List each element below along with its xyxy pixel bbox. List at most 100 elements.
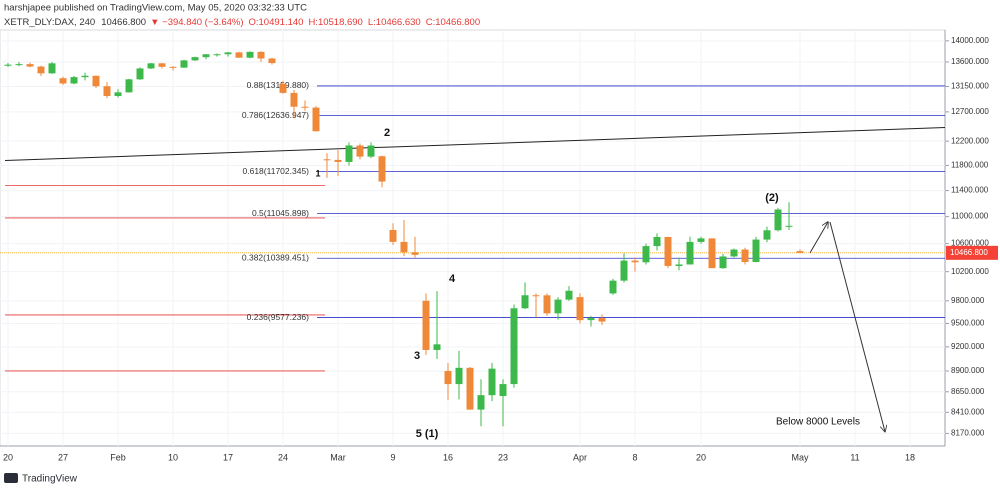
fib-label: 0.382(10389.451) bbox=[242, 252, 309, 262]
candle-body bbox=[587, 318, 595, 321]
candle-body bbox=[125, 79, 133, 93]
candle-body bbox=[796, 251, 804, 253]
x-tick-label: 8 bbox=[632, 452, 637, 462]
candle-body bbox=[488, 368, 496, 396]
ohlc-value: O:10491.140 bbox=[249, 17, 304, 28]
candle-body bbox=[15, 64, 23, 66]
candle-body bbox=[653, 236, 661, 247]
y-tick-label: 11000.000 bbox=[951, 212, 989, 221]
candle-body bbox=[444, 371, 452, 385]
candle-body bbox=[455, 367, 463, 385]
wave-annotation: 2 bbox=[384, 127, 390, 139]
candle-body bbox=[499, 384, 507, 397]
candle-body bbox=[235, 52, 243, 58]
fib-label: 0.786(12636.947) bbox=[242, 110, 309, 120]
candle-body bbox=[708, 238, 716, 269]
candle-body bbox=[202, 54, 210, 58]
wave-annotation: 4 bbox=[449, 273, 456, 285]
candle-body bbox=[213, 54, 221, 56]
candle-body bbox=[532, 295, 540, 297]
candle-body bbox=[268, 58, 276, 64]
publisher: harshjapee published on TradingView.com,… bbox=[4, 3, 307, 14]
candle-body bbox=[620, 260, 628, 281]
candle-body bbox=[774, 209, 782, 231]
candle-body bbox=[521, 295, 529, 309]
symbol: XETR_DLY:DAX, 240 bbox=[4, 17, 95, 28]
y-tick-label: 10600.000 bbox=[951, 239, 989, 248]
candle-body bbox=[730, 249, 738, 257]
candle-body bbox=[389, 229, 397, 242]
brand-logo bbox=[4, 473, 18, 483]
fib-label: 0.88(13159.880) bbox=[247, 80, 310, 90]
x-tick-label: May bbox=[791, 452, 809, 462]
x-tick-label: Apr bbox=[573, 452, 587, 462]
fib-label: 0.5(11045.898) bbox=[252, 208, 309, 218]
candle-body bbox=[664, 236, 672, 266]
candle-body bbox=[741, 249, 749, 263]
y-tick-label: 11800.000 bbox=[951, 161, 989, 170]
last-price-label: 10466.800 bbox=[950, 248, 988, 257]
x-tick-label: 17 bbox=[223, 452, 233, 462]
candle-body bbox=[631, 260, 639, 263]
candle-body bbox=[378, 156, 386, 182]
candle-body bbox=[180, 60, 188, 68]
fib-label: 0.618(11702.345) bbox=[243, 166, 310, 176]
candle-body bbox=[26, 64, 34, 67]
y-tick-label: 8650.000 bbox=[951, 387, 985, 396]
candle-body bbox=[136, 68, 144, 80]
trendline bbox=[4, 127, 946, 162]
x-tick-label: 20 bbox=[696, 452, 706, 462]
ohlc-value: H:10518.690 bbox=[308, 17, 362, 28]
y-tick-label: 13600.000 bbox=[951, 57, 989, 66]
candle-body bbox=[763, 230, 771, 240]
candle-body bbox=[422, 300, 430, 350]
fib-label: 0.236(9577.236) bbox=[247, 312, 310, 322]
y-tick-label: 8900.000 bbox=[951, 366, 985, 375]
y-tick-label: 12700.000 bbox=[951, 107, 989, 116]
candle-body bbox=[719, 256, 727, 269]
candle-body bbox=[554, 299, 562, 314]
y-tick-label: 9200.000 bbox=[951, 342, 985, 351]
candle-body bbox=[543, 295, 551, 314]
candle-body bbox=[356, 145, 364, 157]
candle-body bbox=[290, 92, 298, 107]
last-value: 10466.800 bbox=[101, 17, 146, 28]
x-tick-label: 18 bbox=[905, 452, 915, 462]
wave-annotation: Below 8000 Levels bbox=[776, 417, 860, 428]
candle-body bbox=[598, 318, 606, 322]
symbol-line: XETR_DLY:DAX, 240 10466.800 ▼ −394.840 (−3… bbox=[4, 17, 480, 28]
candle-body bbox=[400, 241, 408, 253]
projection-arrow bbox=[809, 222, 828, 254]
ohlc-value: C:10466.800 bbox=[426, 17, 480, 28]
y-tick-label: 11400.000 bbox=[951, 186, 989, 195]
x-tick-label: 24 bbox=[278, 452, 288, 462]
y-tick-label: 8410.000 bbox=[951, 407, 985, 416]
x-tick-label: 9 bbox=[390, 452, 395, 462]
candle-body bbox=[323, 159, 331, 161]
candle-body bbox=[246, 51, 254, 58]
x-tick-label: 16 bbox=[443, 452, 453, 462]
candle-body bbox=[81, 75, 89, 78]
ohlc-value: L:10466.630 bbox=[368, 17, 421, 28]
wave-annotation: 5 (1) bbox=[416, 428, 439, 440]
x-tick-label: 20 bbox=[3, 452, 13, 462]
candle-body bbox=[92, 75, 100, 87]
candle-body bbox=[345, 145, 353, 162]
x-tick-label: Mar bbox=[330, 452, 346, 462]
candle-body bbox=[697, 238, 705, 242]
wave-annotation: 3 bbox=[414, 350, 420, 362]
candle-body bbox=[191, 57, 199, 61]
y-tick-label: 13150.000 bbox=[951, 82, 989, 91]
y-tick-label: 9800.000 bbox=[951, 296, 985, 305]
candle-body bbox=[477, 395, 485, 410]
candle-body bbox=[312, 107, 320, 132]
candle-body bbox=[686, 241, 694, 265]
y-tick-label: 12200.000 bbox=[951, 136, 989, 145]
candle-body bbox=[565, 290, 573, 300]
candle-body bbox=[466, 367, 474, 410]
y-tick-label: 9500.000 bbox=[951, 319, 985, 328]
candle-body bbox=[37, 66, 45, 74]
candle-body bbox=[147, 63, 155, 69]
candle-body bbox=[301, 106, 309, 108]
